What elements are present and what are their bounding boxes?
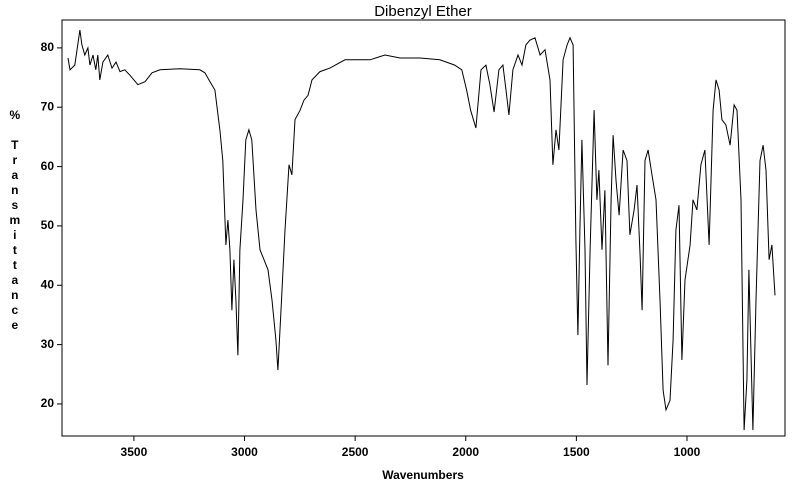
y-tick-label: 70 xyxy=(41,99,55,113)
x-tick-label: 1000 xyxy=(674,445,701,459)
y-tick-label: 30 xyxy=(41,337,55,351)
x-tick-label: 3500 xyxy=(121,445,148,459)
spectrum-line xyxy=(67,30,776,431)
x-tick-label: 2500 xyxy=(342,445,369,459)
y-tick-label: 20 xyxy=(41,396,55,410)
y-tick-label: 80 xyxy=(41,40,55,54)
y-axis-label: % Transmittance xyxy=(8,108,22,333)
x-tick-label: 1500 xyxy=(563,445,590,459)
plot-frame xyxy=(61,19,786,437)
x-tick-label: 2000 xyxy=(452,445,479,459)
x-tick-label: 3000 xyxy=(231,445,258,459)
y-tick-label: 50 xyxy=(41,218,55,232)
y-tick-label: 40 xyxy=(41,277,55,291)
x-axis-label: Wavenumbers xyxy=(382,468,464,482)
y-tick-label: 60 xyxy=(41,159,55,173)
chart-title: Dibenzyl Ether xyxy=(374,3,472,20)
